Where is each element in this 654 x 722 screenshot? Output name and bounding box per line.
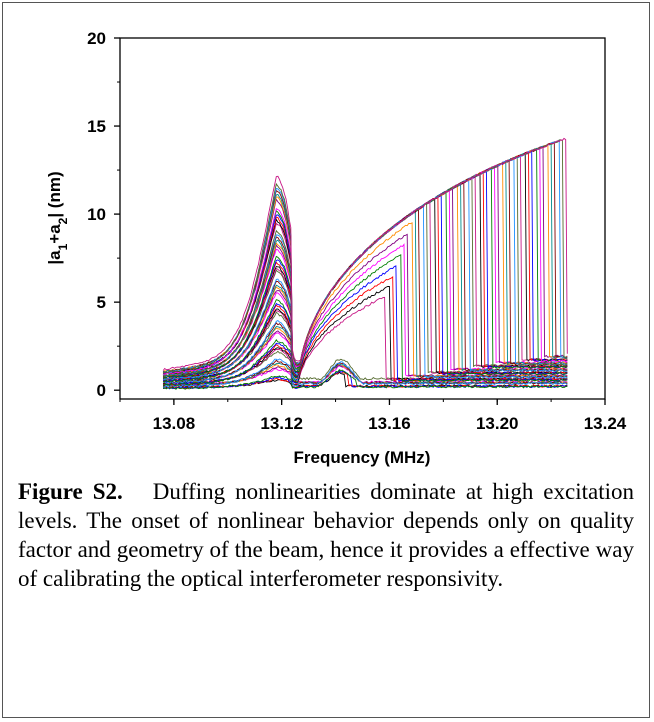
y-tick-label: 0	[97, 381, 106, 400]
sweep-curve	[162, 162, 568, 377]
sweep-curve	[162, 369, 568, 390]
response-curves	[162, 137, 568, 390]
x-tick-label: 13.12	[260, 414, 303, 433]
caption-label: Figure S2.	[18, 479, 123, 504]
sweep-curve	[163, 358, 568, 388]
sweep-curve	[162, 137, 568, 371]
y-tick-label: 5	[97, 293, 106, 312]
x-tick-label: 13.16	[368, 414, 411, 433]
figure-caption: Figure S2. Duffing nonlinearities domina…	[18, 477, 634, 593]
sweep-curve	[162, 254, 568, 387]
duffing-response-chart: 13.08 13.12 13.16 13.20 13.24 0 5 10 15 20 Freque…	[45, 29, 627, 467]
axis-ticks: 13.08 13.12 13.16 13.20 13.24 0 5 10 15 20	[87, 29, 627, 433]
x-tick-label: 13.24	[584, 414, 627, 433]
x-axis-label: Frequency (MHz)	[294, 448, 431, 467]
plot-axes-box	[119, 37, 606, 400]
y-tick-label: 10	[87, 205, 106, 224]
x-tick-label: 13.20	[476, 414, 519, 433]
y-tick-label: 20	[87, 29, 106, 48]
x-tick-label: 13.08	[153, 414, 196, 433]
caption-text: Duffing nonlinearities dominate at high …	[18, 479, 634, 591]
y-tick-label: 15	[87, 117, 106, 136]
y-axis-label: |a1+a2| (nm)	[45, 171, 70, 264]
